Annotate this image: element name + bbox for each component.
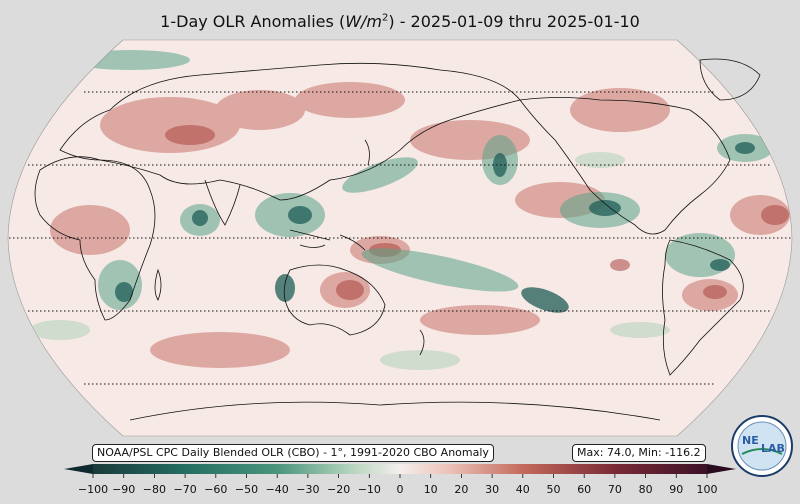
colorbar-tick-label: −60 xyxy=(204,483,228,496)
colorbar-gradient xyxy=(93,464,707,474)
colorbar-tick-label: −70 xyxy=(173,483,197,496)
max-min-stats: Max: 74.0, Min: -116.2 xyxy=(572,444,706,462)
title-prefix: 1-Day OLR Anomalies ( xyxy=(160,12,346,31)
colorbar-tick-label: 80 xyxy=(638,483,653,496)
coastlines xyxy=(34,58,761,421)
colorbar-tick-label: −30 xyxy=(296,483,320,496)
page-title: 1-Day OLR Anomalies (W/m2) - 2025-01-09 … xyxy=(0,12,800,31)
nelab-logo: NE LAB xyxy=(730,414,794,482)
title-unit-exponent: 2 xyxy=(381,12,389,24)
title-suffix: ) - 2025-01-09 thru 2025-01-10 xyxy=(388,12,640,31)
anomaly-field xyxy=(30,50,790,370)
colorbar-tick-label: −100 xyxy=(77,483,109,496)
colorbar-min-extend xyxy=(64,464,93,474)
colorbar-tick-label: 40 xyxy=(515,483,530,496)
colorbar-tick-label: −50 xyxy=(234,483,259,496)
colorbar-tick-label: 70 xyxy=(607,483,622,496)
colorbar-max-extend xyxy=(707,464,736,474)
colorbar-tick-label: 10 xyxy=(423,483,438,496)
colorbar-tick-label: 0 xyxy=(396,483,404,496)
colorbar-tick-label: 100 xyxy=(696,483,718,496)
colorbar-tick-label: 90 xyxy=(669,483,684,496)
title-unit: W/m xyxy=(345,12,382,31)
colorbar-tick-label: 30 xyxy=(485,483,500,496)
colorbar-tick-label: 50 xyxy=(546,483,561,496)
colorbar-tick-label: −80 xyxy=(142,483,166,496)
colorbar-tick-label: 20 xyxy=(454,483,469,496)
colorbar-tick-label: −10 xyxy=(357,483,381,496)
source-label: NOAA/PSL CPC Daily Blended OLR (CBO) - 1… xyxy=(92,444,494,462)
colorbar-tick-label: −20 xyxy=(326,483,351,496)
logo-text-left: NE xyxy=(742,434,759,447)
latitude-gridlines xyxy=(9,91,791,385)
colorbar-tick-label: 60 xyxy=(577,483,592,496)
colorbar-tick-label: −90 xyxy=(112,483,136,496)
colorbar xyxy=(64,464,736,478)
logo-text-right: LAB xyxy=(761,442,785,455)
colorbar-tick-label: −40 xyxy=(265,483,289,496)
